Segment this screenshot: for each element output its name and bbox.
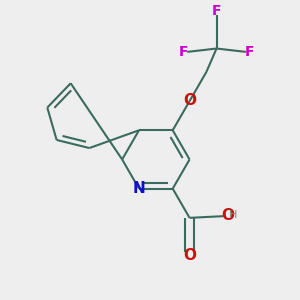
Text: O: O (184, 93, 197, 108)
Text: H: H (229, 210, 237, 220)
Text: O: O (221, 208, 234, 223)
Text: F: F (179, 45, 188, 59)
Text: O: O (183, 248, 196, 262)
Text: N: N (133, 181, 146, 196)
Text: F: F (245, 45, 254, 59)
Text: F: F (212, 4, 221, 18)
